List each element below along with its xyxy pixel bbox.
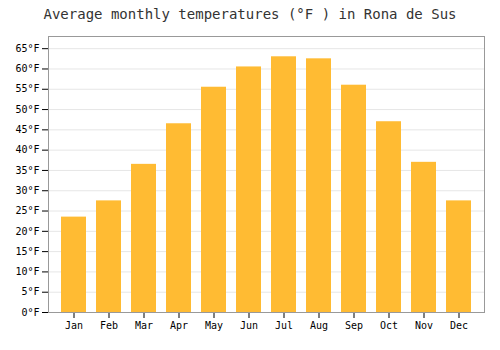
svg-text:50°F: 50°F — [15, 104, 39, 115]
svg-text:65°F: 65°F — [15, 43, 39, 54]
svg-text:60°F: 60°F — [15, 63, 39, 74]
svg-text:45°F: 45°F — [15, 124, 39, 135]
svg-text:Jan: Jan — [65, 320, 83, 331]
svg-text:Dec: Dec — [450, 320, 468, 331]
svg-text:0°F: 0°F — [21, 307, 39, 318]
svg-text:Jun: Jun — [240, 320, 258, 331]
svg-text:10°F: 10°F — [15, 266, 39, 277]
svg-text:Feb: Feb — [100, 320, 118, 331]
svg-text:35°F: 35°F — [15, 165, 39, 176]
svg-text:Jul: Jul — [275, 320, 293, 331]
svg-text:40°F: 40°F — [15, 144, 39, 155]
svg-text:Nov: Nov — [415, 320, 433, 331]
svg-text:Mar: Mar — [135, 320, 153, 331]
svg-text:Oct: Oct — [380, 320, 398, 331]
svg-text:15°F: 15°F — [15, 246, 39, 257]
svg-text:30°F: 30°F — [15, 185, 39, 196]
svg-text:Aug: Aug — [310, 320, 328, 331]
svg-text:25°F: 25°F — [15, 205, 39, 216]
svg-text:Sep: Sep — [345, 320, 363, 331]
html-text:Average monthly temperatures (: Average monthly temperatures (°F ) in Ro… — [43, 6, 457, 22]
svg-text:May: May — [205, 320, 223, 331]
svg-text:5°F: 5°F — [21, 286, 39, 297]
svg-text:Apr: Apr — [170, 320, 188, 331]
svg-text:20°F: 20°F — [15, 226, 39, 237]
svg-text:55°F: 55°F — [15, 83, 39, 94]
